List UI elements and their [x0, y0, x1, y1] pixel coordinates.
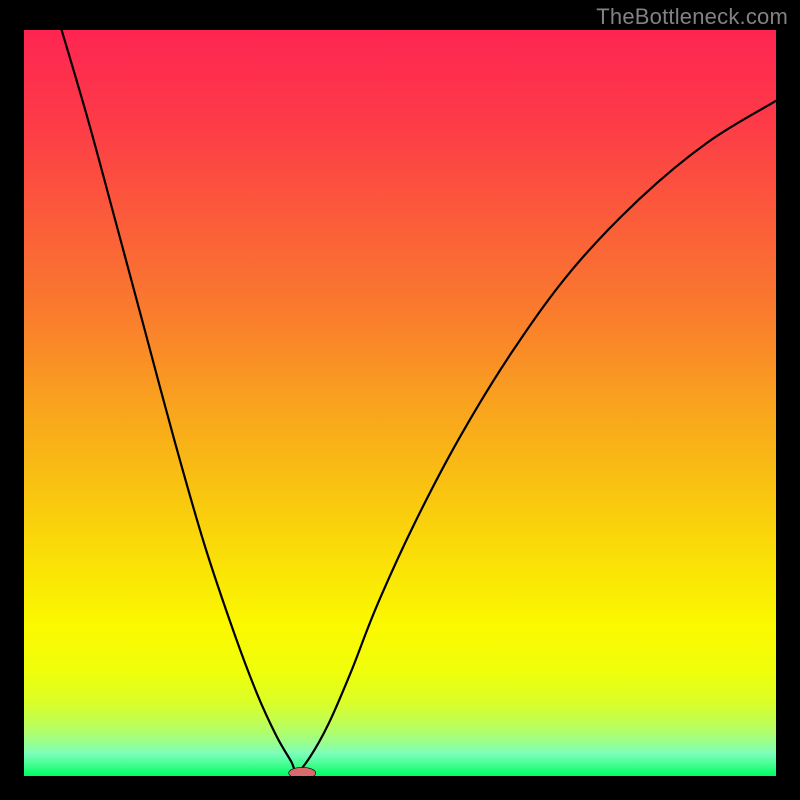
chart-svg: [24, 30, 776, 776]
watermark-text: TheBottleneck.com: [596, 4, 788, 30]
gradient-background: [24, 30, 776, 776]
optimum-marker: [289, 767, 316, 776]
bottleneck-chart: [24, 30, 776, 776]
